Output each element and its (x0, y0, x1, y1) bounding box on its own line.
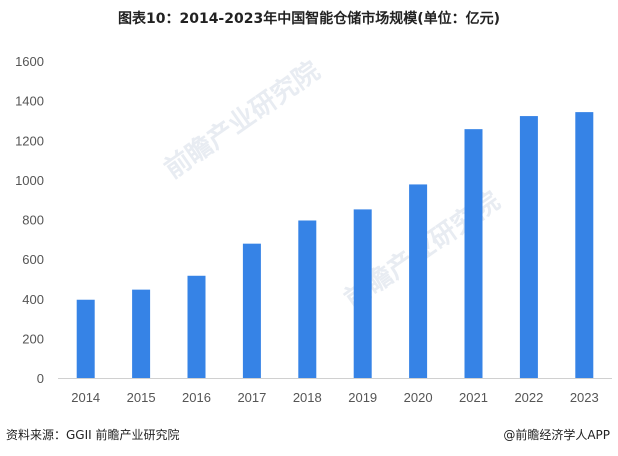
bar-2023 (575, 112, 594, 379)
chart-title: 图表10：2014-2023年中国智能仓储市场规模(单位：亿元) (117, 11, 501, 27)
x-tick-label: 2023 (570, 390, 599, 405)
y-tick-label: 0 (37, 371, 44, 386)
x-tick-label: 2017 (237, 390, 266, 405)
bar-2020 (409, 184, 428, 378)
y-tick-label: 1000 (15, 173, 44, 188)
y-tick-label: 200 (22, 331, 44, 346)
bar-2021 (464, 129, 483, 378)
x-tick-label: 2016 (182, 390, 211, 405)
y-tick-label: 600 (22, 252, 44, 267)
bar-2022 (519, 116, 538, 379)
bar-2018 (298, 220, 317, 378)
bar-2016 (187, 275, 206, 378)
y-tick-label: 1200 (15, 133, 44, 148)
y-tick-label: 1600 (15, 54, 44, 69)
x-tick-label: 2020 (404, 390, 433, 405)
x-tick-label: 2015 (127, 390, 156, 405)
y-tick-label: 400 (22, 292, 44, 307)
bar-chart: 0 200 400 600 800 1000 1200 1400 1600 2014 2015 201… (15, 54, 612, 405)
x-tick-label: 2021 (459, 390, 488, 405)
bar-2019 (353, 209, 372, 378)
brand-label: @前瞻经济学人APP (503, 428, 610, 442)
bar-2015 (132, 289, 151, 378)
x-tick-label: 2018 (293, 390, 322, 405)
bar-2017 (242, 243, 261, 378)
y-tick-label: 800 (22, 213, 44, 228)
source-note: 资料来源：GGII 前瞻产业研究院 (6, 428, 180, 442)
x-tick-label: 2019 (348, 390, 377, 405)
y-tick-label: 1400 (15, 94, 44, 109)
bar-2014 (76, 299, 95, 378)
x-tick-label: 2014 (71, 390, 100, 405)
x-tick-label: 2022 (514, 390, 543, 405)
